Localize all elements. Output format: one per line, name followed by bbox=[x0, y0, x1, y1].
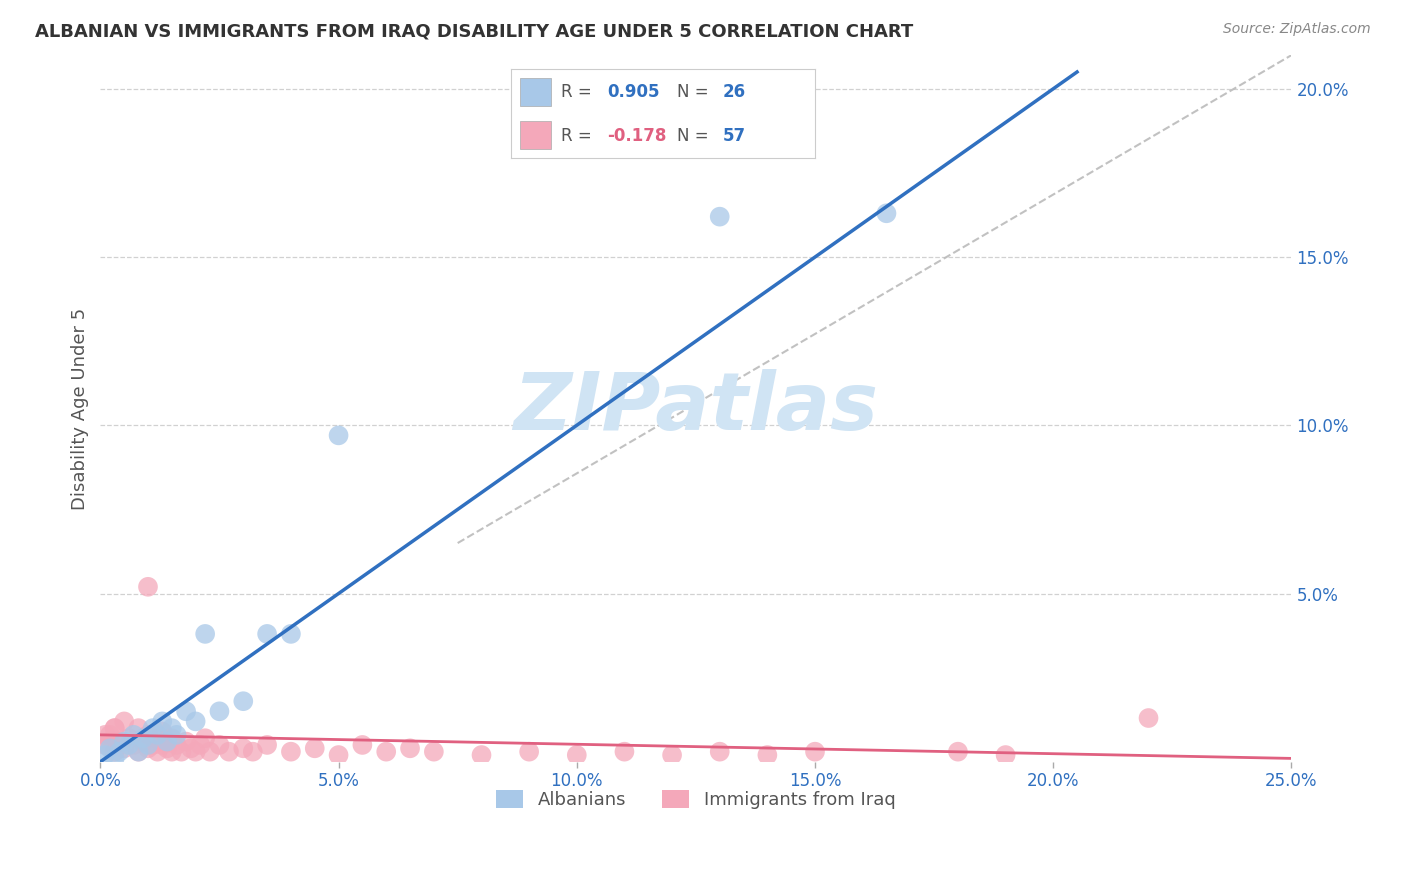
Point bbox=[127, 745, 149, 759]
Text: ALBANIAN VS IMMIGRANTS FROM IRAQ DISABILITY AGE UNDER 5 CORRELATION CHART: ALBANIAN VS IMMIGRANTS FROM IRAQ DISABIL… bbox=[35, 22, 914, 40]
Point bbox=[194, 731, 217, 746]
Point bbox=[136, 741, 159, 756]
Point bbox=[232, 741, 254, 756]
Point bbox=[399, 741, 422, 756]
Point bbox=[112, 714, 135, 729]
Point bbox=[375, 745, 398, 759]
Point bbox=[208, 738, 231, 752]
Point bbox=[160, 731, 183, 746]
Point bbox=[280, 627, 302, 641]
Point bbox=[256, 627, 278, 641]
Point bbox=[804, 745, 827, 759]
Point bbox=[132, 734, 155, 748]
Point bbox=[98, 734, 121, 748]
Point bbox=[198, 745, 221, 759]
Point bbox=[280, 745, 302, 759]
Point bbox=[104, 745, 127, 759]
Point bbox=[108, 745, 131, 759]
Point bbox=[132, 731, 155, 746]
Point bbox=[613, 745, 636, 759]
Text: ZIPatlas: ZIPatlas bbox=[513, 369, 879, 448]
Point bbox=[104, 721, 127, 735]
Point bbox=[136, 738, 159, 752]
Point bbox=[156, 734, 179, 748]
Point bbox=[174, 734, 197, 748]
Point bbox=[98, 728, 121, 742]
Point bbox=[156, 741, 179, 756]
Point bbox=[946, 745, 969, 759]
Point bbox=[756, 747, 779, 762]
Point bbox=[190, 738, 212, 752]
Point bbox=[118, 738, 141, 752]
Point bbox=[104, 721, 127, 735]
Point bbox=[98, 741, 121, 756]
Text: Source: ZipAtlas.com: Source: ZipAtlas.com bbox=[1223, 22, 1371, 37]
Point bbox=[112, 734, 135, 748]
Point bbox=[517, 745, 540, 759]
Legend: Albanians, Immigrants from Iraq: Albanians, Immigrants from Iraq bbox=[489, 783, 903, 816]
Point bbox=[108, 734, 131, 748]
Point bbox=[160, 745, 183, 759]
Point bbox=[328, 428, 350, 442]
Point bbox=[112, 741, 135, 756]
Point bbox=[1137, 711, 1160, 725]
Point bbox=[875, 206, 897, 220]
Point bbox=[170, 745, 193, 759]
Point bbox=[661, 747, 683, 762]
Point bbox=[122, 728, 145, 742]
Point bbox=[174, 704, 197, 718]
Point bbox=[208, 704, 231, 718]
Point bbox=[470, 747, 492, 762]
Point bbox=[423, 745, 446, 759]
Point bbox=[150, 738, 173, 752]
Point bbox=[142, 721, 165, 735]
Point bbox=[994, 747, 1017, 762]
Point bbox=[122, 738, 145, 752]
Point bbox=[94, 747, 117, 762]
Point bbox=[184, 745, 207, 759]
Point bbox=[565, 747, 588, 762]
Point bbox=[218, 745, 240, 759]
Point bbox=[166, 738, 188, 752]
Point bbox=[146, 731, 169, 746]
Point bbox=[328, 747, 350, 762]
Point bbox=[160, 721, 183, 735]
Point bbox=[146, 745, 169, 759]
Point bbox=[304, 741, 326, 756]
Point bbox=[166, 728, 188, 742]
Point bbox=[104, 751, 127, 765]
Point bbox=[194, 627, 217, 641]
Point bbox=[142, 738, 165, 752]
Point bbox=[180, 741, 202, 756]
Point bbox=[118, 731, 141, 746]
Point bbox=[184, 714, 207, 729]
Point bbox=[127, 745, 149, 759]
Point bbox=[150, 724, 173, 739]
Point bbox=[150, 714, 173, 729]
Point bbox=[242, 745, 264, 759]
Point bbox=[709, 745, 731, 759]
Point bbox=[136, 580, 159, 594]
Point bbox=[94, 728, 117, 742]
Point bbox=[94, 738, 117, 752]
Point bbox=[709, 210, 731, 224]
Point bbox=[352, 738, 374, 752]
Point bbox=[146, 728, 169, 742]
Point bbox=[136, 728, 159, 742]
Point bbox=[232, 694, 254, 708]
Point bbox=[256, 738, 278, 752]
Y-axis label: Disability Age Under 5: Disability Age Under 5 bbox=[72, 308, 89, 509]
Point bbox=[127, 721, 149, 735]
